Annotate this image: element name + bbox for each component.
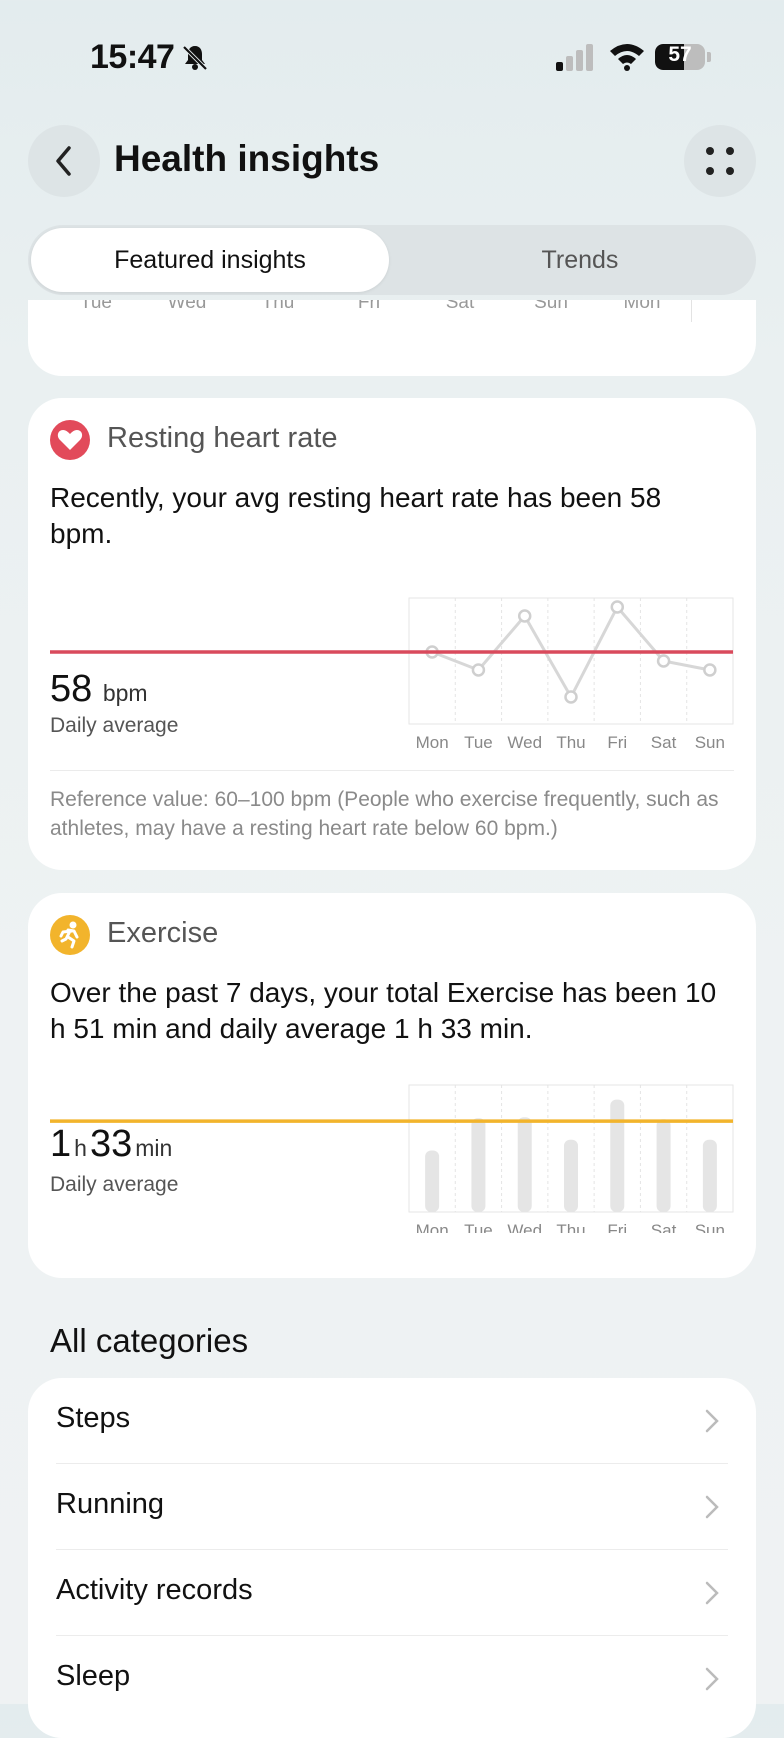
x-tick-label: Wed [507,1221,542,1233]
chevron-right-icon [705,1667,719,1691]
category-item-activity-records[interactable]: Activity records [56,1550,728,1636]
chart-day-label: Fri [357,300,381,313]
heart-rate-point [471,663,486,677]
category-item-steps[interactable]: Steps [56,1378,728,1464]
more-dots-icon [706,147,714,155]
running-icon [50,915,90,955]
exercise-card[interactable]: Exercise Over the past 7 days, your tota… [28,893,756,1278]
exercise-bar [425,1150,440,1212]
category-label: Activity records [56,1574,253,1606]
category-label: Running [56,1488,165,1520]
exercise-bar [471,1118,486,1212]
exercise-bar [610,1099,625,1212]
previous-insight-card: Tue Wed Thu Fri Sat Sun Mon [28,300,756,376]
avg-value: 1 h33 min [50,1123,172,1166]
hours-unit: h [74,1135,87,1161]
minutes-unit: min [135,1135,173,1161]
avg-hours: 1 [50,1123,72,1165]
heart-icon [50,420,90,460]
exercise-bar [564,1139,578,1212]
chevron-right-icon [705,1495,719,1519]
x-tick-label: Fri [607,733,627,752]
heart-rate-point [703,663,717,677]
x-tick-label: Fri [607,1221,627,1233]
tab-featured-insights[interactable]: Featured insights [31,228,389,292]
chart-day-label: Thu [261,300,295,313]
avg-minutes: 33 [89,1123,133,1165]
category-item-sleep[interactable]: Sleep [56,1636,728,1722]
heart-rate-point [610,600,625,614]
chart-day-label: Sat [445,300,475,313]
chart-day-label: Tue [79,300,113,313]
category-item-running[interactable]: Running [56,1464,728,1550]
signal-icon [556,44,593,71]
x-tick-label: Sat [651,733,677,752]
x-tick-label: Mon [416,733,449,752]
category-label: Sleep [56,1660,131,1692]
x-tick-label: Mon [416,1221,449,1233]
x-tick-label: Sat [651,1221,677,1233]
chart-day-label: Wed [167,300,207,313]
exercise-chart: Mon Tue Wed Thu Fri Sat Sun [50,1084,734,1233]
bell-muted-icon [182,45,208,71]
exercise-bar [656,1119,671,1212]
chart-frame [408,597,734,725]
tab-bar: Featured insights Trends [28,225,756,295]
battery-percent: 57 [668,43,692,66]
x-tick-label: Tue [464,1221,493,1233]
resting-heart-rate-card[interactable]: Resting heart rate Recently, your avg re… [28,398,756,870]
more-options-button[interactable] [684,125,756,197]
tab-trends[interactable]: Trends [541,246,619,274]
divider [50,770,734,771]
avg-unit: bpm [102,680,148,706]
heart-rate-point [656,654,671,668]
categories-list: Steps Running Activity records Sleep [28,1378,756,1738]
avg-value: 58 bpm [50,668,148,711]
card-summary: Over the past 7 days, your total Exercis… [50,977,717,1044]
x-tick-label: Sun [695,733,725,752]
section-heading: All categories [50,1322,249,1359]
chevron-right-icon [705,1409,719,1433]
heart-rate-point [564,690,578,704]
wifi-icon [610,44,644,71]
x-tick-label: Sun [695,1221,725,1233]
avg-label: Daily average [50,714,179,737]
chart-day-label: Mon [623,300,661,313]
x-tick-label: Thu [556,1221,585,1233]
chart-day-label: Sun [534,300,568,313]
exercise-bar [517,1117,532,1212]
exercise-bar [702,1139,717,1212]
battery-icon: 57 [655,42,713,72]
card-title: Resting heart rate [107,422,338,454]
card-title: Exercise [107,917,219,949]
category-label: Steps [56,1402,131,1434]
back-button[interactable] [28,125,100,197]
status-time: 15:47 [90,38,175,76]
avg-label: Daily average [50,1173,179,1196]
x-tick-label: Wed [507,733,542,752]
chevron-right-icon [705,1581,719,1605]
page-title: Health insights [114,138,380,179]
heart-rate-point [517,609,532,623]
card-summary: Recently, your avg resting heart rate ha… [50,482,662,549]
reference-text: Reference value: 60–100 bpm (People who … [50,788,719,840]
chevron-left-icon [56,146,71,176]
heart-rate-chart: Mon Tue Wed Thu Fri Sat Sun [50,597,734,752]
x-tick-label: Tue [464,733,493,752]
x-tick-label: Thu [556,733,585,752]
avg-number: 58 [50,668,93,710]
